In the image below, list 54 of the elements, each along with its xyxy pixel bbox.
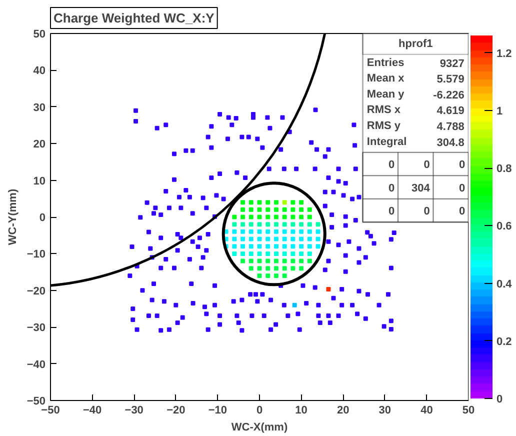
annotation: 4.619 [436, 105, 464, 118]
color-bar-label: 1 [496, 105, 503, 118]
annotation: 0 [424, 159, 430, 172]
y-tick-label: 10 [33, 175, 46, 188]
annotation: Mean x [366, 72, 406, 85]
annotation: 0 [388, 159, 395, 172]
annotation: 0 [459, 159, 466, 172]
x-tick-label: −10 [208, 404, 228, 416]
annotation: Integral [366, 136, 407, 148]
annotation: 5.579 [436, 74, 464, 86]
annotation: Entries [366, 56, 404, 69]
x-tick-label: 40 [420, 404, 433, 416]
annotation: 9327 [440, 58, 464, 70]
x-tick-label: 30 [378, 404, 392, 416]
x-tick-label: 50 [462, 404, 475, 416]
annotation: -6.226 [433, 89, 464, 102]
y-tick-label: 50 [33, 28, 46, 40]
y-axis-title: WC-Y(mm) [6, 188, 19, 246]
annotation: hprof1 [398, 38, 433, 50]
y-tick-label: 30 [33, 102, 46, 114]
annotation: 4.788 [436, 120, 464, 133]
chart-title: Charge Weighted WC_X:Y [54, 10, 215, 26]
y-tick-label: −30 [26, 322, 46, 334]
x-tick-label: −50 [41, 404, 60, 416]
annotation: 304 [412, 182, 431, 194]
x-tick-label: 10 [295, 404, 308, 416]
y-tick-label: −20 [26, 285, 46, 298]
color-bar-label: 0.2 [496, 336, 512, 348]
x-tick-label: −40 [82, 404, 102, 416]
annotation: 304.8 [436, 136, 464, 149]
color-bar-label: 0.4 [496, 278, 513, 290]
annotation: Mean y [366, 88, 406, 100]
annotation: RMS y [366, 120, 402, 132]
annotation: 0 [388, 206, 395, 218]
annotation: 0 [388, 182, 395, 194]
color-bar-label: 0 [496, 394, 503, 406]
y-tick-label: 0 [39, 212, 46, 224]
y-tick-label: −10 [26, 248, 46, 261]
y-tick-label: −50 [26, 396, 46, 408]
x-tick-label: −30 [124, 404, 144, 416]
y-tick-label: −40 [26, 358, 46, 371]
y-tick-label: 40 [33, 65, 46, 78]
color-bar-label: 1.2 [496, 48, 512, 60]
color-bar-label: 0.8 [496, 163, 512, 176]
x-tick-label: 0 [256, 404, 263, 416]
annotation: 0 [459, 182, 466, 194]
annotation: 0 [459, 206, 466, 218]
x-axis-title: WC-X(mm) [231, 422, 288, 434]
x-tick-label: −20 [166, 404, 186, 416]
annotation: RMS x [366, 104, 402, 116]
x-tick-label: 20 [336, 404, 350, 416]
annotation: 0 [424, 206, 430, 218]
y-tick-label: 20 [33, 138, 46, 151]
color-bar-label: 0.6 [496, 220, 512, 233]
